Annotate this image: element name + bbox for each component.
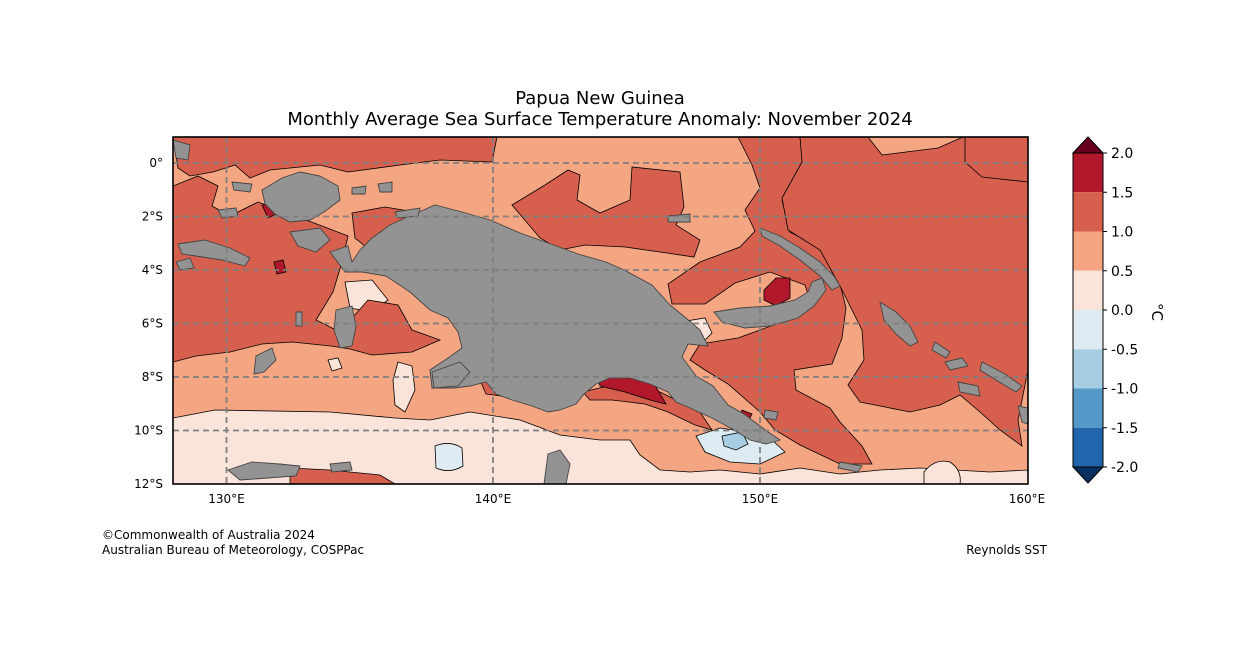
colorbar-tick-label: -1.5 xyxy=(1111,421,1138,437)
colorbar-tick-label: -1.0 xyxy=(1111,382,1138,398)
island-tanimbar xyxy=(253,347,277,375)
anomaly-region-1.0-1.5 xyxy=(781,137,1028,447)
organisation-text: Australian Bureau of Meteorology, COSPPa… xyxy=(102,543,365,557)
island-frederik-hendrik xyxy=(431,361,471,389)
island-wetar xyxy=(329,461,353,473)
island-timor xyxy=(227,461,301,481)
island-obi xyxy=(231,181,253,193)
anomaly-region-1.0-1.5 xyxy=(289,467,396,484)
anomaly-region-1.5-2.0 xyxy=(763,277,791,307)
lon-tick-label: 150°E xyxy=(742,492,779,506)
lat-tick-label: 12°S xyxy=(134,477,163,491)
anomaly-region-0.0-0.5 xyxy=(173,409,1028,484)
anomaly-region-negative-0.5-0.0 xyxy=(434,443,464,471)
colorbar-segment xyxy=(1073,192,1103,232)
island-halmahera xyxy=(173,139,191,161)
colorbar-unit-label: °C xyxy=(1148,303,1166,321)
colorbar-extend-top xyxy=(1071,136,1105,154)
islands-milne-bay xyxy=(763,409,779,421)
anomaly-region-0.0-0.5 xyxy=(327,357,343,372)
colorbar-segment xyxy=(1073,349,1103,389)
island-buru xyxy=(175,257,195,271)
lon-tick-label: 160°E xyxy=(1009,492,1046,506)
anomaly-region-1.0-1.5 xyxy=(173,137,498,179)
colorbar-tick-label: 0.5 xyxy=(1111,264,1133,280)
colorbar-tick-label: 1.5 xyxy=(1111,185,1133,201)
lon-tick-labels: 130°E 140°E 150°E 160°E xyxy=(208,492,1045,506)
colorbar-segment xyxy=(1073,231,1103,271)
lat-tick-label: 6°S xyxy=(142,317,163,331)
lat-tick-label: 8°S xyxy=(142,370,163,384)
colorbar-extend-bottom xyxy=(1071,466,1105,484)
colorbar-segment xyxy=(1073,153,1103,193)
map-plot-area xyxy=(173,137,1028,484)
colorbar-segment xyxy=(1073,388,1103,428)
anomaly-region-1.0-1.5 xyxy=(511,166,701,258)
colorbar-tick-label: -0.5 xyxy=(1111,342,1138,358)
island-choiseul xyxy=(931,341,951,359)
island-aru xyxy=(333,305,357,349)
land-masses xyxy=(173,139,1028,484)
lat-tick-label: 10°S xyxy=(134,424,163,438)
data-source-text: Reynolds SST xyxy=(966,543,1047,557)
island-new-ireland xyxy=(759,227,841,291)
island-santa-isabel xyxy=(979,361,1023,393)
colorbar-tick-label: 0.0 xyxy=(1111,303,1133,319)
lat-tick-label: 0° xyxy=(149,156,163,170)
island-kai xyxy=(295,311,303,327)
copyright-text: ©Commonwealth of Australia 2024 xyxy=(102,528,315,542)
island-new-georgia xyxy=(944,357,969,371)
bomberai-area xyxy=(289,227,331,253)
colorbar-tick-label: -2.0 xyxy=(1111,460,1138,476)
map-frame xyxy=(172,136,1029,485)
colorbar-segment xyxy=(1073,310,1103,350)
island-biak xyxy=(377,181,393,193)
lon-tick-label: 140°E xyxy=(475,492,512,506)
lat-tick-labels: 0° 2°S 4°S 6°S 8°S 10°S 12°S xyxy=(134,156,163,491)
colorbar-tick-label: 1.0 xyxy=(1111,225,1133,241)
island-new-britain xyxy=(713,277,827,329)
anomaly-region-0.0-0.5 xyxy=(392,361,416,413)
colorbar-tick-labels: 2.0 1.5 1.0 0.5 0.0 -0.5 -1.0 -1.5 -2.0 xyxy=(1111,146,1138,476)
gridlines xyxy=(173,137,1028,484)
island-guadalcanal xyxy=(957,381,981,397)
island-seram xyxy=(177,239,251,267)
colorbar-segment xyxy=(1073,270,1103,310)
colorbar-ticks xyxy=(1103,152,1107,468)
islands-louisiade xyxy=(837,461,863,473)
lon-tick-label: 130°E xyxy=(208,492,245,506)
birds-head-peninsula xyxy=(261,171,341,223)
lat-tick-label: 2°S xyxy=(142,210,163,224)
colorbar: 2.0 1.5 1.0 0.5 0.0 -0.5 -1.0 -1.5 -2.0 … xyxy=(1071,136,1166,484)
colorbar-segment xyxy=(1073,427,1103,467)
map-subtitle: Monthly Average Sea Surface Temperature … xyxy=(287,109,913,130)
cape-york-peninsula xyxy=(543,449,571,484)
island-yapen xyxy=(351,185,367,195)
island-malaita xyxy=(1017,405,1028,425)
anomaly-region-1.0-1.5 xyxy=(173,175,442,363)
anomaly-region-1.0-1.5 xyxy=(667,137,873,465)
colorbar-tick-label: 2.0 xyxy=(1111,146,1133,162)
anomaly-region-0.0-0.5 xyxy=(923,460,961,484)
map-title: Papua New Guinea xyxy=(515,88,685,109)
lat-tick-label: 4°S xyxy=(142,263,163,277)
